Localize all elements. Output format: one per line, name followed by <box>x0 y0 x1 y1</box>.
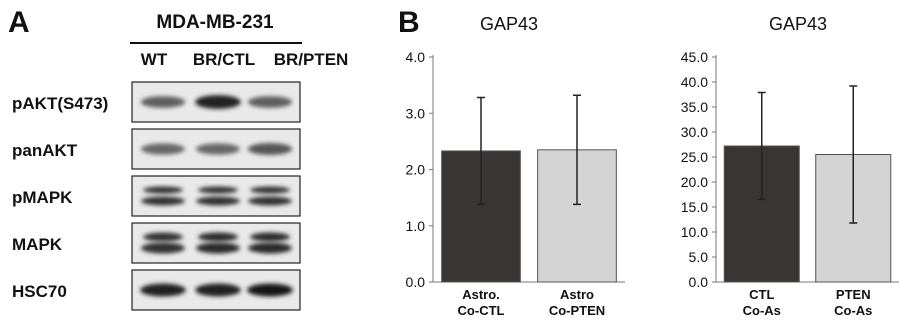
cell-line-label: MDA-MB-231 <box>156 12 274 33</box>
x-category-label: Co-As <box>743 303 781 318</box>
blot-row-label: HSC70 <box>12 282 67 301</box>
y-tick-label: 35.0 <box>681 99 708 115</box>
y-tick-label: 40.0 <box>681 74 708 90</box>
cell-line-underline <box>130 42 302 44</box>
y-tick-label: 0.0 <box>406 274 426 290</box>
x-category-label: Co-PTEN <box>549 303 605 318</box>
y-tick-label: 20.0 <box>681 174 708 190</box>
y-tick-label: 10.0 <box>681 224 708 240</box>
panel-b-letter: B <box>398 6 420 39</box>
x-category-label: Astro <box>560 287 594 302</box>
x-category-label: Co-As <box>834 303 872 318</box>
blot-row-label: pAKT(S473) <box>12 94 109 113</box>
lane-label-br-pten: BR/PTEN <box>273 50 349 69</box>
blot-row-label: pMAPK <box>12 188 73 207</box>
y-tick-label: 45.0 <box>681 49 708 65</box>
y-tick-label: 2.0 <box>406 162 426 178</box>
y-tick-label: 30.0 <box>681 124 708 140</box>
x-category-label: Astro. <box>462 287 500 302</box>
y-tick-label: 5.0 <box>689 249 709 265</box>
blot-row-label: MAPK <box>12 235 63 254</box>
y-tick-label: 25.0 <box>681 149 708 165</box>
x-category-label: PTEN <box>836 287 871 302</box>
lane-label-wt: WT <box>140 50 168 69</box>
blot-row-label: panAKT <box>12 141 78 160</box>
y-tick-label: 4.0 <box>406 49 426 65</box>
lane-label-br-ctl: BR/CTL <box>192 50 256 69</box>
x-category-label: CTL <box>749 287 774 302</box>
chart-title: GAP43 <box>480 14 538 34</box>
y-tick-label: 0.0 <box>689 274 709 290</box>
panel-a-letter: A <box>8 6 30 39</box>
chart-title: GAP43 <box>769 14 827 34</box>
y-tick-label: 15.0 <box>681 199 708 215</box>
y-tick-label: 1.0 <box>406 218 426 234</box>
x-category-label: Co-CTL <box>458 303 505 318</box>
y-tick-label: 3.0 <box>406 105 426 121</box>
